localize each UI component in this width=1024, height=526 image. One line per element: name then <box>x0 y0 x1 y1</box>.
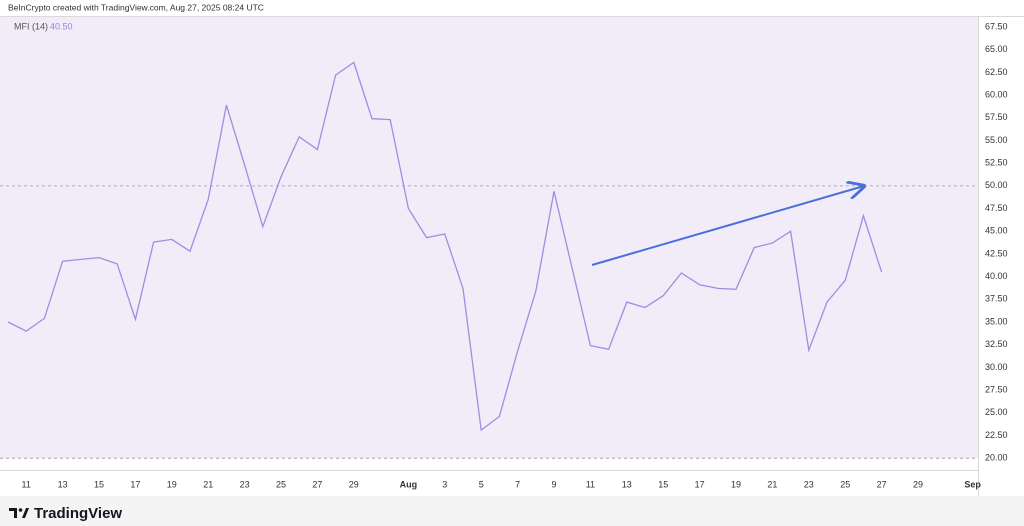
x-tick-label: 29 <box>913 479 923 489</box>
x-tick-label: 25 <box>276 479 286 489</box>
y-tick-label: 52.50 <box>985 158 1008 168</box>
y-tick-label: 27.50 <box>985 384 1008 394</box>
x-tick-label: 23 <box>804 479 814 489</box>
x-tick-label: 3 <box>442 479 447 489</box>
y-tick-label: 20.00 <box>985 453 1008 463</box>
x-tick-label: 13 <box>58 479 68 489</box>
x-tick-label: Sep <box>964 479 981 489</box>
x-tick-label: 5 <box>479 479 484 489</box>
y-tick-label: 42.50 <box>985 248 1008 258</box>
x-tick-label: 27 <box>312 479 322 489</box>
x-tick-label: 21 <box>767 479 777 489</box>
x-tick-label: 9 <box>551 479 556 489</box>
legend-name: MFI (14) <box>14 21 48 31</box>
x-tick-label: 13 <box>622 479 632 489</box>
x-tick-label: 17 <box>695 479 705 489</box>
y-tick-label: 30.00 <box>985 362 1008 372</box>
x-tick-label: 19 <box>167 479 177 489</box>
y-tick-label: 32.50 <box>985 339 1008 349</box>
y-tick-label: 67.50 <box>985 21 1008 31</box>
y-tick-label: 62.50 <box>985 67 1008 77</box>
x-tick-label: 19 <box>731 479 741 489</box>
y-tick-label: 60.00 <box>985 89 1008 99</box>
y-tick-label: 50.00 <box>985 180 1008 190</box>
y-tick-label: 40.00 <box>985 271 1008 281</box>
y-tick-label: 35.00 <box>985 316 1008 326</box>
plot <box>0 17 978 459</box>
y-tick-label: 22.50 <box>985 430 1008 440</box>
trend-arrow <box>591 186 864 266</box>
brand: TradingView <box>34 505 122 522</box>
mfi-line <box>7 61 883 432</box>
x-tick-label: 23 <box>240 479 250 489</box>
y-tick-label: 65.00 <box>985 44 1008 54</box>
y-tick-label: 47.50 <box>985 203 1008 213</box>
x-tick-label: 21 <box>203 479 213 489</box>
x-tick-label: 27 <box>877 479 887 489</box>
logo-icon <box>9 508 29 518</box>
x-tick-label: Aug <box>400 479 418 489</box>
x-tick-label: 25 <box>840 479 850 489</box>
x-tick-label: 11 <box>586 479 595 489</box>
x-tick-label: 15 <box>658 479 668 489</box>
legend-value: 40.50 <box>50 21 73 31</box>
caption: BeInCrypto created with TradingView.com,… <box>8 2 264 12</box>
footer <box>0 496 1024 526</box>
x-tick-label: 29 <box>349 479 359 489</box>
mfi-band <box>0 17 978 459</box>
y-tick-label: 25.00 <box>985 407 1008 417</box>
x-tick-label: 17 <box>130 479 140 489</box>
y-tick-label: 55.00 <box>985 135 1008 145</box>
y-tick-label: 37.50 <box>985 294 1008 304</box>
y-tick-label: 45.00 <box>985 226 1008 236</box>
y-tick-label: 57.50 <box>985 112 1008 122</box>
x-tick-label: 15 <box>94 479 104 489</box>
x-tick-label: 7 <box>515 479 520 489</box>
axes: 20.00 22.50 25.00 27.50 30.00 32.50 35.00 37.50… <box>22 21 1008 489</box>
x-tick-label: 11 <box>22 479 31 489</box>
